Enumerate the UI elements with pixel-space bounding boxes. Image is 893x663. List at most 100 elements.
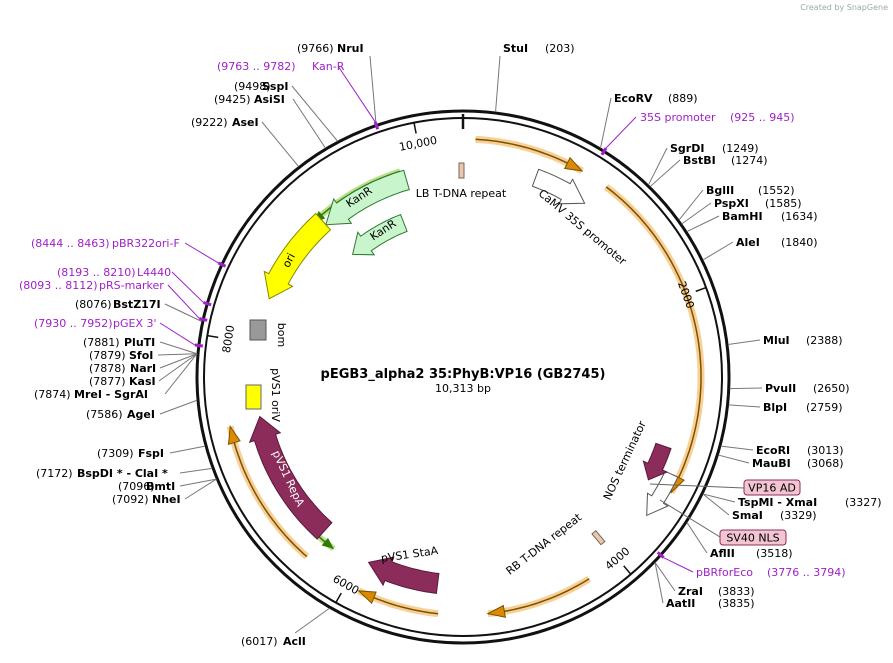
site-leader [159, 399, 198, 415]
boxed-label-bg [719, 529, 787, 546]
feature-label: RB T-DNA repeat [504, 510, 585, 577]
primer-range: (3776 .. 3794) [767, 566, 846, 579]
site-position: (3329) [780, 509, 817, 522]
feature-arc [487, 578, 590, 615]
site-name: AseI [232, 116, 259, 129]
site-name: AclI [283, 635, 306, 648]
site-name: FspI [138, 447, 164, 460]
site-position: (3518) [756, 547, 793, 560]
site-leader [728, 404, 761, 408]
site-position: (3833) [718, 585, 755, 598]
site-position: (7092) [112, 493, 149, 506]
tick-mark [207, 334, 219, 339]
primer-name: L4440 [137, 266, 171, 279]
site-leader [654, 562, 664, 604]
primer-name: pRS-marker [99, 279, 164, 292]
site-name: BspDI * - ClaI * [77, 467, 168, 480]
site-leader [159, 353, 198, 369]
site-leader [648, 147, 668, 186]
site-position: (889) [668, 92, 698, 105]
primer-leader [159, 322, 196, 346]
primer-leader [605, 116, 637, 149]
site-position: (7586) [86, 408, 123, 421]
feature-label: pVS1 StaA [380, 544, 439, 565]
feature-arc [229, 426, 308, 558]
primer-range: (8444 .. 8463) [31, 237, 110, 250]
site-leader [702, 493, 730, 516]
site-position: (1585) [765, 197, 802, 210]
site-leader [169, 445, 206, 454]
site-name: AflII [710, 547, 735, 560]
site-name: MluI [763, 334, 790, 347]
site-leader [720, 445, 754, 451]
site-leader [727, 339, 761, 345]
arc-arrowhead [227, 425, 241, 445]
site-leader [686, 215, 720, 233]
site-position: (3013) [807, 444, 844, 457]
feature-box [245, 384, 262, 410]
site-position: (2759) [806, 401, 843, 414]
site-leader [261, 121, 300, 167]
site-name: AatII [666, 597, 695, 610]
feature-arrow [263, 212, 332, 300]
arc-arrowhead [321, 537, 334, 549]
arc-arrowhead [563, 156, 584, 172]
feature-arrow [325, 169, 410, 226]
site-name: PvuII [765, 382, 796, 395]
site-leader [681, 202, 712, 225]
site-name: ZraI [678, 585, 703, 598]
site-name: BlpI [763, 401, 787, 414]
backbone-outer [195, 109, 731, 645]
primer-leader [184, 242, 219, 264]
site-position: (1634) [781, 210, 818, 223]
feature-arrow [531, 168, 586, 205]
feature-label: LB T-DNA repeat [416, 187, 507, 200]
site-position: (9222) [191, 116, 228, 129]
site-leader [294, 607, 330, 634]
tick-label: 4000 [603, 545, 633, 573]
feature-label: NOS terminator [601, 418, 649, 502]
site-name: StuI [503, 42, 528, 55]
tick-label: 10,000 [398, 134, 438, 154]
site-position: (2650) [813, 382, 850, 395]
site-leader [292, 98, 326, 149]
site-position: (9766) [297, 42, 334, 55]
feature-label: ori [280, 251, 298, 270]
primer-leader [663, 557, 694, 573]
site-position: (7877) [89, 375, 126, 388]
site-name: NruI [337, 42, 364, 55]
primer-name: pBR322ori-F [112, 237, 180, 250]
feature-label: bom [275, 323, 288, 347]
site-position: (3835) [718, 597, 755, 610]
site-position: (2388) [806, 334, 843, 347]
primer-leader [171, 271, 204, 303]
site-leader [729, 387, 763, 390]
boxed-label: VP16 AD [748, 482, 796, 495]
site-name: BglII [706, 184, 734, 197]
site-name: AgeI [127, 408, 155, 421]
site-position: (7878) [89, 362, 126, 375]
site-name: EcoRI [756, 444, 790, 457]
site-leader [164, 303, 203, 322]
leader [649, 483, 745, 489]
primer-range: (8193 .. 8210) [57, 266, 136, 279]
primer-name: pBRforEco [696, 566, 753, 579]
site-leader [718, 454, 750, 464]
feature-arc [605, 186, 702, 493]
site-name: BstZ17I [113, 298, 161, 311]
primer-range: (7930 .. 7952) [34, 317, 113, 330]
feature-box [591, 530, 606, 546]
site-name: BstBI [683, 154, 716, 167]
site-leader [654, 562, 676, 592]
feature-arrow [248, 415, 333, 540]
site-name: MreI - SgrAI [74, 388, 148, 401]
site-name: KasI [129, 375, 156, 388]
site-name: NheI [152, 493, 181, 506]
tick-mark [695, 286, 707, 293]
site-name: TspMI - XmaI [738, 496, 817, 509]
site-position: (6017) [241, 635, 278, 648]
site-name: AsiSI [254, 93, 285, 106]
site-position: (7874) [34, 388, 71, 401]
site-name: NarI [130, 362, 156, 375]
site-position: (1840) [781, 236, 818, 249]
